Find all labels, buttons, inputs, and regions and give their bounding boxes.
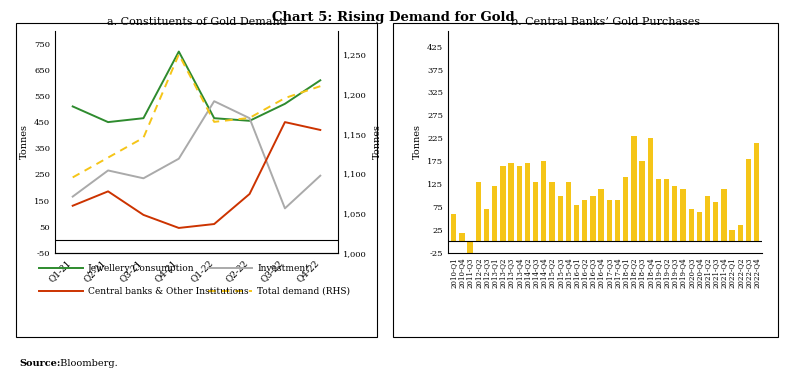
Bar: [516, 166, 522, 241]
Bar: [639, 161, 645, 241]
Bar: [696, 211, 702, 241]
Bar: [590, 196, 596, 241]
Bar: [681, 189, 685, 241]
Text: Jewellery Consumption: Jewellery Consumption: [88, 264, 195, 273]
Bar: [476, 182, 481, 241]
Bar: [557, 196, 563, 241]
Bar: [533, 182, 538, 241]
Bar: [582, 200, 587, 241]
Bar: [541, 161, 546, 241]
Bar: [648, 138, 653, 241]
Bar: [689, 209, 694, 241]
Bar: [509, 164, 514, 241]
Bar: [566, 182, 571, 241]
Bar: [664, 180, 670, 241]
Bar: [754, 143, 759, 241]
Bar: [737, 225, 743, 241]
Bar: [500, 166, 505, 241]
Bar: [705, 196, 711, 241]
Y-axis label: Tonnes: Tonnes: [373, 124, 381, 159]
Text: Bloomberg.: Bloomberg.: [57, 359, 118, 368]
Bar: [672, 187, 678, 241]
Y-axis label: Tonnes: Tonnes: [20, 124, 28, 159]
Bar: [549, 182, 555, 241]
Bar: [656, 180, 661, 241]
Bar: [623, 177, 628, 241]
Bar: [631, 136, 637, 241]
Bar: [468, 241, 473, 255]
Bar: [525, 164, 530, 241]
Text: Total demand (RHS): Total demand (RHS): [257, 286, 350, 296]
Y-axis label: Tonnes: Tonnes: [413, 124, 421, 159]
Text: Central banks & Other Institutions: Central banks & Other Institutions: [88, 286, 248, 296]
Text: Chart 5: Rising Demand for Gold: Chart 5: Rising Demand for Gold: [272, 11, 514, 25]
Bar: [598, 189, 604, 241]
Bar: [492, 187, 498, 241]
Text: Source:: Source:: [20, 359, 61, 368]
Text: Investment: Investment: [257, 264, 309, 273]
Bar: [729, 230, 735, 241]
Title: b. Central Banks’ Gold Purchases: b. Central Banks’ Gold Purchases: [511, 17, 700, 27]
Bar: [722, 189, 726, 241]
Bar: [451, 214, 457, 241]
Bar: [484, 209, 489, 241]
Bar: [574, 205, 579, 241]
Bar: [607, 200, 612, 241]
Bar: [713, 202, 718, 241]
Bar: [615, 200, 620, 241]
Bar: [746, 159, 751, 241]
Bar: [459, 233, 465, 241]
Title: a. Constituents of Gold Demand: a. Constituents of Gold Demand: [107, 17, 286, 27]
